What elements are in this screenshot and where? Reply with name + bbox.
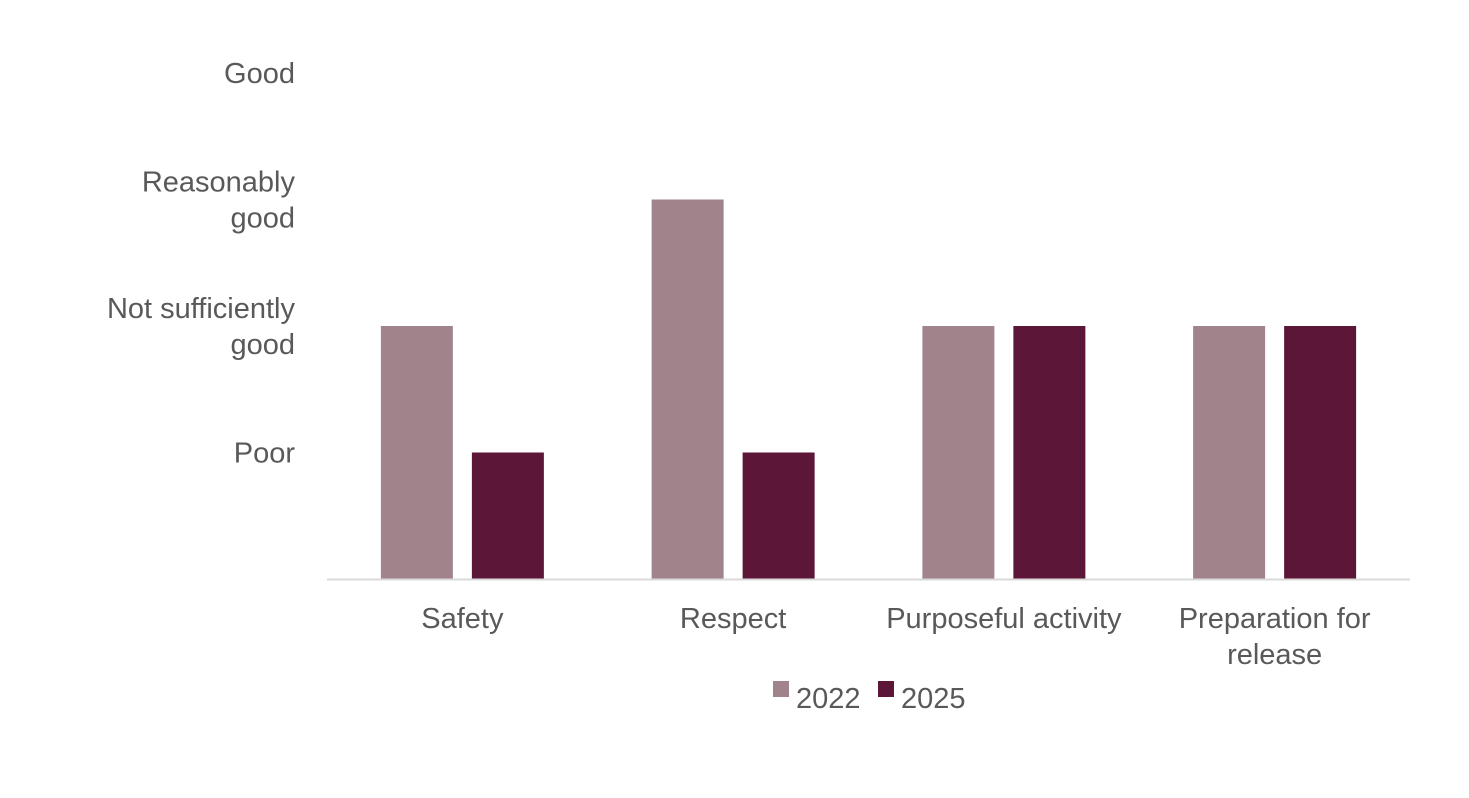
bar-2025-respect [742, 452, 815, 579]
bar-2025-safety [471, 452, 544, 579]
x-tick-label-purposeful-activity: Purposeful activity [886, 603, 1122, 635]
x-tick-label-preparation-for-release: Preparation for release [1179, 603, 1371, 671]
legend-label-2022: 2022 [796, 683, 861, 715]
bar-2022-purposeful-activity [922, 326, 995, 579]
bar-2022-safety [380, 326, 453, 579]
bar-2025-purposeful-activity [1013, 326, 1086, 579]
bar-2022-respect [651, 199, 724, 579]
y-tick-label-reasonably-good: Reasonably good [142, 167, 296, 235]
legend-swatch-2025 [878, 681, 894, 697]
y-tick-label-not-sufficiently-good: Not sufficiently good [107, 293, 296, 361]
bar-2025-preparation-for-release [1284, 326, 1357, 579]
y-tick-label-good: Good [224, 58, 295, 90]
legend-label-2025: 2025 [901, 683, 966, 715]
x-tick-label-safety: Safety [421, 603, 504, 635]
bar-2022-preparation-for-release [1193, 326, 1266, 579]
x-tick-label-respect: Respect [680, 603, 786, 635]
y-tick-label-poor: Poor [234, 438, 296, 470]
legend-swatch-2022 [773, 681, 789, 697]
